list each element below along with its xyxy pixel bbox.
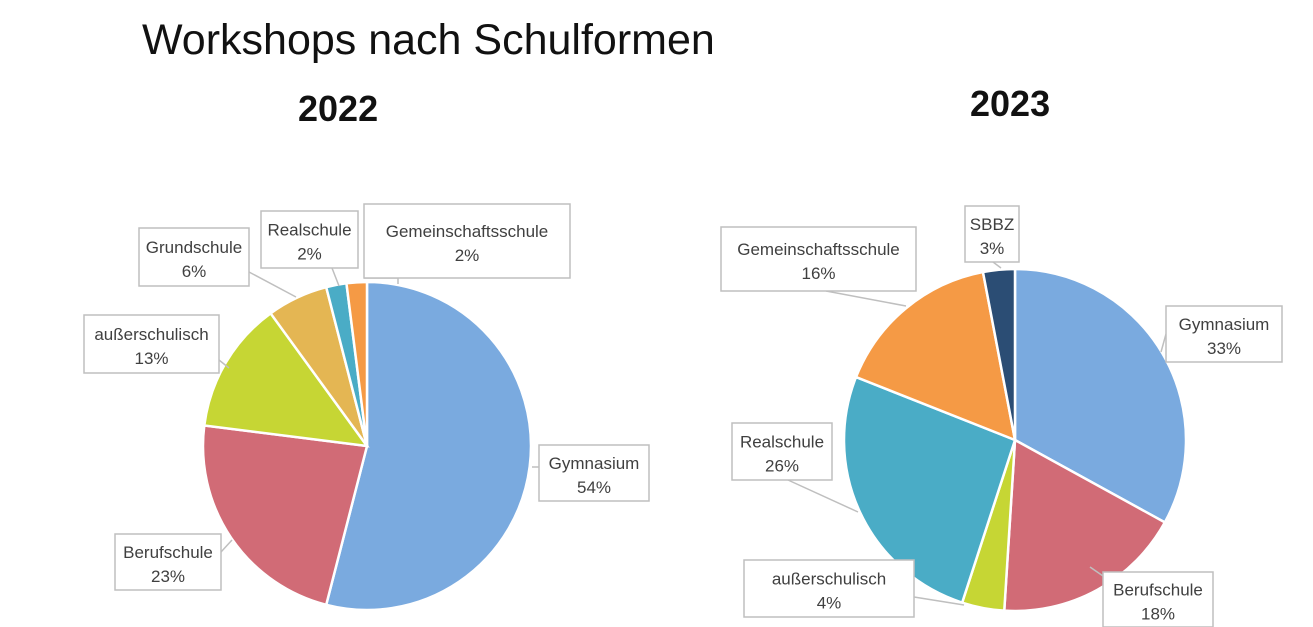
pie-chart-2022: Gymnasium 54% Berufschule 23% außerschulisch…: [83, 203, 650, 612]
pie-slice-berufschule: [1002, 437, 1167, 613]
page-title: Workshops nach Schulformen: [142, 16, 715, 64]
leader-line-sbbz: [992, 261, 1002, 269]
callout-box-gemeinschaftsschule: [363, 203, 571, 279]
callout-box-gymnasium: [538, 444, 650, 502]
slice-label-gemeinschaftsschule: Gemeinschaftsschule: [386, 222, 549, 241]
slice-value-grundschule: 6%: [182, 262, 207, 281]
pie-slice-gemeinschaftsschule: [854, 270, 1017, 442]
slice-value-sbbz: 3%: [980, 239, 1005, 258]
leader-line-realschule: [331, 267, 340, 287]
callout-box-sbbz: [964, 205, 1020, 263]
slice-value-realschule: 26%: [765, 457, 799, 476]
pie-slice-gymnasium: [1013, 267, 1188, 525]
callout-box-berufschule: [114, 533, 222, 591]
callout-box-ausserschulisch: [743, 559, 915, 618]
leader-line-grundschule: [248, 271, 297, 298]
callout-box-realschule: [731, 422, 833, 481]
pie-slice-gemeinschaftsschule: [345, 280, 369, 447]
pie-slice-ausserschulisch: [202, 311, 370, 448]
slice-label-berufschule: Berufschule: [123, 543, 213, 562]
leader-line-realschule: [787, 479, 859, 513]
pie-slice-realschule: [842, 375, 1017, 605]
slice-label-ausserschulisch: außerschulisch: [772, 570, 886, 589]
pie-slice-berufschule: [201, 424, 369, 607]
leader-line-berufschule: [1089, 566, 1104, 577]
pie-slice-gymnasium: [324, 280, 533, 612]
slice-value-berufschule: 18%: [1141, 605, 1175, 624]
slice-label-ausserschulisch: außerschulisch: [94, 325, 208, 344]
leader-line-gymnasium: [1160, 333, 1167, 353]
leader-line-ausserschulisch: [218, 359, 230, 369]
chart-title-2023: 2023: [970, 83, 1051, 124]
slice-value-ausserschulisch: 13%: [134, 349, 168, 368]
leader-line-berufschule: [220, 539, 233, 553]
slice-label-gymnasium: Gymnasium: [549, 454, 640, 473]
callout-box-realschule: [260, 210, 359, 269]
chart-title-2022: 2022: [298, 88, 379, 129]
callout-box-gemeinschaftsschule: [720, 226, 917, 292]
slice-value-gemeinschaftsschule: 2%: [455, 246, 480, 265]
slice-label-grundschule: Grundschule: [146, 238, 242, 257]
slice-value-berufschule: 23%: [151, 567, 185, 586]
slice-label-realschule: Realschule: [740, 433, 824, 452]
callout-box-berufschule: [1102, 571, 1214, 627]
slice-value-ausserschulisch: 4%: [817, 594, 842, 613]
pie-chart-2023: Gymnasium 33% Berufschule 18% außerschulisch…: [720, 205, 1283, 627]
slice-value-gemeinschaftsschule: 16%: [801, 264, 835, 283]
slice-label-gymnasium: Gymnasium: [1179, 315, 1270, 334]
pie-slice-sbbz: [981, 267, 1017, 441]
leader-line-ausserschulisch: [913, 596, 965, 606]
slice-value-realschule: 2%: [297, 245, 322, 264]
slice-value-gymnasium: 54%: [577, 478, 611, 497]
callout-box-ausserschulisch: [83, 314, 220, 374]
slice-label-sbbz: SBBZ: [970, 215, 1014, 234]
leader-line-gemeinschaftsschule: [825, 290, 907, 307]
slice-label-realschule: Realschule: [267, 221, 351, 240]
callout-box-grundschule: [138, 227, 250, 287]
slice-label-gemeinschaftsschule: Gemeinschaftsschule: [737, 240, 900, 259]
slice-label-berufschule: Berufschule: [1113, 581, 1203, 600]
callout-box-gymnasium: [1165, 305, 1283, 363]
slice-value-gymnasium: 33%: [1207, 339, 1241, 358]
